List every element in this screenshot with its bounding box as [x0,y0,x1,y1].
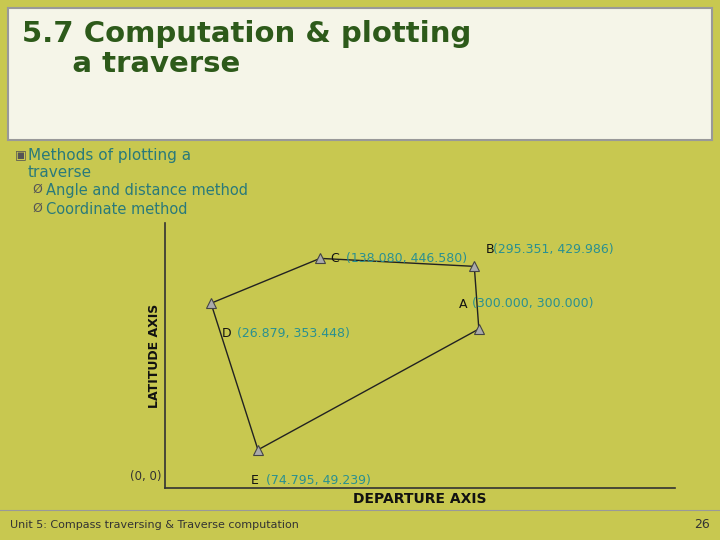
Y-axis label: LATITUDE AXIS: LATITUDE AXIS [148,303,161,408]
Text: 26: 26 [694,518,710,531]
Text: 5.7 Computation & plotting: 5.7 Computation & plotting [22,20,472,48]
Text: (138.080, 446.580): (138.080, 446.580) [346,252,467,265]
Text: A: A [459,298,472,310]
Text: B: B [485,243,494,256]
Text: ▣: ▣ [15,148,27,161]
Text: a traverse: a traverse [42,50,240,78]
Text: (295.351, 429.986): (295.351, 429.986) [493,243,613,256]
Text: Ø: Ø [32,202,42,215]
Text: Unit 5: Compass traversing & Traverse computation: Unit 5: Compass traversing & Traverse co… [10,520,299,530]
Text: (26.879, 353.448): (26.879, 353.448) [238,327,350,340]
Text: E: E [251,474,263,487]
Text: Ø: Ø [32,183,42,196]
X-axis label: DEPARTURE AXIS: DEPARTURE AXIS [354,492,487,506]
Text: Methods of plotting a: Methods of plotting a [28,148,191,163]
Text: C: C [331,252,344,265]
Text: D: D [222,327,235,340]
FancyBboxPatch shape [8,8,712,140]
Text: Angle and distance method: Angle and distance method [46,183,248,198]
Text: Coordinate method: Coordinate method [46,202,187,217]
Text: traverse: traverse [28,165,92,180]
Text: (0, 0): (0, 0) [130,470,162,483]
Text: (74.795, 49.239): (74.795, 49.239) [266,474,372,487]
Text: (300.000, 300.000): (300.000, 300.000) [472,298,593,310]
